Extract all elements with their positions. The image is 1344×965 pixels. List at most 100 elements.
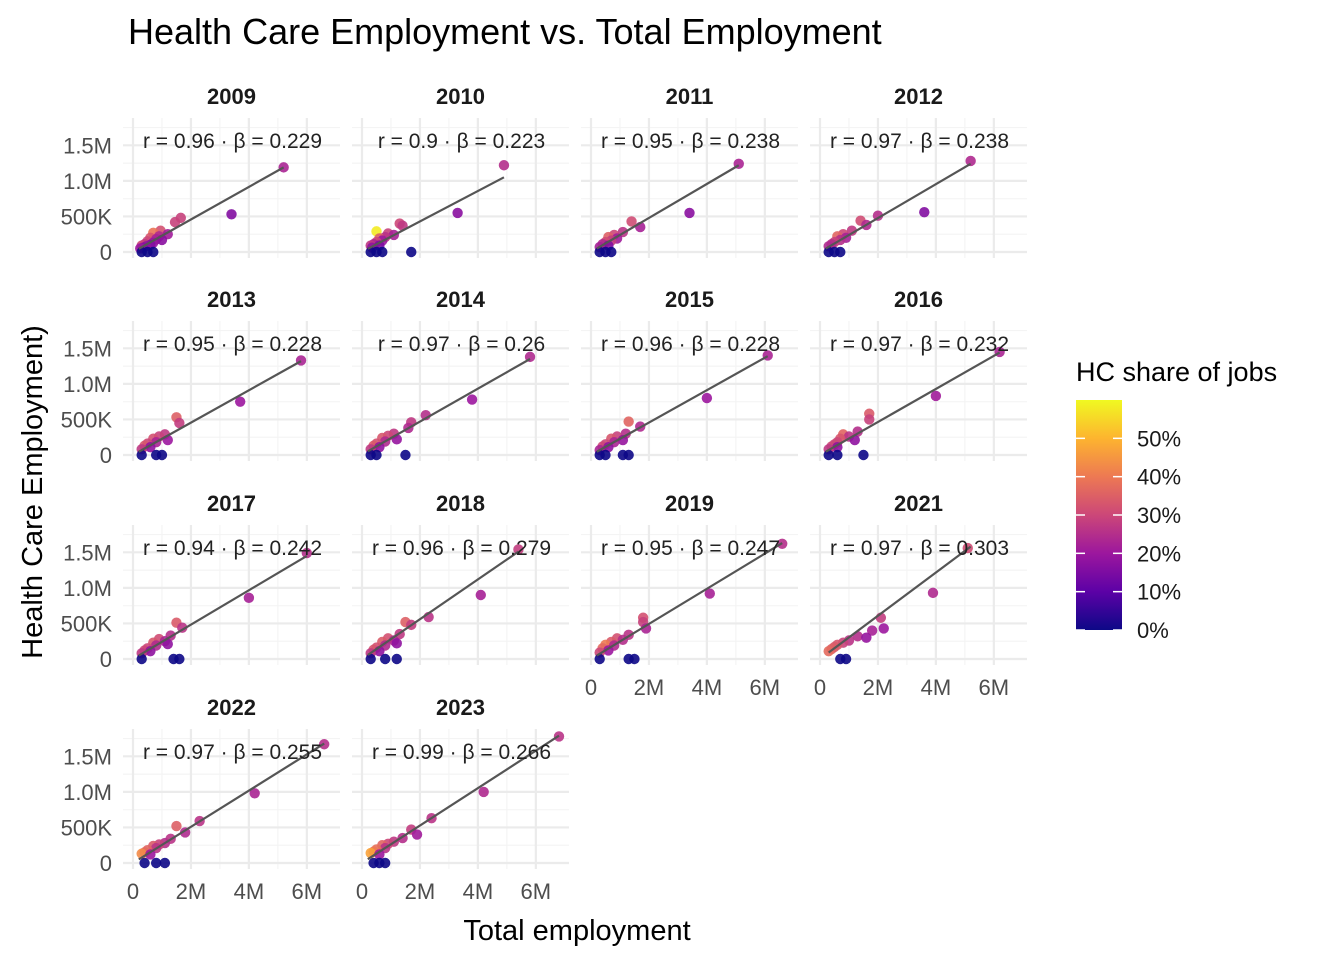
data-point	[377, 246, 388, 258]
data-point	[452, 207, 463, 219]
x-tick-label: 2M	[863, 675, 894, 700]
facet-strip-label: 2013	[207, 287, 256, 312]
data-point	[169, 216, 181, 228]
y-tick-label: 500K	[61, 204, 113, 229]
data-point	[606, 246, 617, 258]
facet-strip-label: 2018	[436, 491, 485, 516]
fit-annotation: r = 0.96 · β = 0.228	[601, 333, 780, 356]
data-point	[148, 246, 159, 258]
data-point	[701, 392, 713, 404]
data-point	[840, 653, 852, 665]
fit-line	[367, 358, 531, 453]
fit-annotation: r = 0.97 · β = 0.232	[830, 333, 1009, 356]
data-point	[626, 216, 637, 227]
data-point	[466, 394, 478, 405]
facet-strip-label: 2011	[666, 84, 714, 109]
legend-title: HC share of jobs	[1076, 357, 1277, 387]
data-point	[243, 592, 255, 604]
facet-panel-2013: 2013 0 500K 1.0M 1.5M r = 0.95 · β = 0.228	[61, 287, 340, 468]
x-tick-label: 6M	[292, 879, 323, 904]
y-tick-label: 1.5M	[63, 133, 112, 158]
data-point	[835, 246, 846, 258]
data-point	[411, 829, 423, 840]
fit-annotation: r = 0.94 · β = 0.242	[143, 537, 322, 560]
facet-strip-label: 2022	[207, 695, 256, 720]
facet-strip-label: 2009	[207, 84, 256, 109]
legend-tick-label: 20%	[1137, 541, 1181, 566]
fit-annotation: r = 0.97 · β = 0.238	[830, 130, 1009, 153]
y-tick-label: 0	[100, 647, 112, 672]
fit-annotation: r = 0.99 · β = 0.266	[372, 741, 551, 764]
data-point	[866, 625, 878, 636]
y-tick-label: 1.5M	[63, 744, 112, 769]
x-tick-label: 4M	[463, 879, 494, 904]
data-point	[136, 449, 147, 461]
x-tick-label: 4M	[692, 675, 723, 700]
facet-strip-label: 2014	[436, 287, 486, 312]
facet-strip-label: 2021	[894, 491, 943, 516]
facet-panel-2010: 2010 r = 0.9 · β = 0.223	[352, 84, 569, 258]
y-tick-label: 0	[100, 443, 112, 468]
fit-annotation: r = 0.95 · β = 0.238	[601, 130, 780, 153]
data-point	[374, 441, 385, 453]
data-point	[226, 209, 237, 220]
legend-tick-label: 50%	[1137, 426, 1181, 451]
data-point	[594, 653, 605, 665]
data-point	[145, 645, 156, 657]
x-tick-label: 6M	[521, 879, 552, 904]
x-tick-label: 0	[127, 879, 139, 904]
fit-line	[596, 355, 769, 453]
fit-annotation: r = 0.95 · β = 0.247	[601, 537, 780, 560]
facet-strip-label: 2012	[894, 84, 943, 109]
x-tick-label: 2M	[176, 879, 207, 904]
data-point	[379, 653, 391, 665]
data-point	[371, 449, 382, 461]
x-tick-label: 2M	[405, 879, 436, 904]
fit-line	[367, 550, 520, 656]
data-point	[391, 653, 402, 665]
x-tick-label: 4M	[921, 675, 952, 700]
legend-tick-label: 10%	[1137, 580, 1181, 605]
x-tick-label: 0	[356, 879, 368, 904]
y-axis-title: Health Care Employment)	[17, 325, 49, 659]
fit-line	[138, 554, 308, 657]
data-point	[629, 653, 640, 665]
data-point	[832, 449, 843, 461]
facet-strip-label: 2023	[436, 695, 485, 720]
facet-panel-2012: 2012 r = 0.97 · β = 0.238	[810, 84, 1027, 258]
data-point	[150, 857, 162, 869]
fit-annotation: r = 0.97 · β = 0.303	[830, 537, 1009, 560]
data-point	[878, 623, 889, 634]
x-tick-label: 0	[585, 675, 597, 700]
facet-panel-2014: 2014 r = 0.97 · β = 0.26	[352, 287, 569, 461]
data-point	[927, 587, 939, 599]
facet-strip-label: 2019	[665, 491, 714, 516]
facet-strip-label: 2010	[436, 84, 485, 109]
y-tick-label: 1.5M	[63, 336, 112, 361]
facet-panel-2009: 2009 0 500K 1.0M 1.5M r = 0.96 · β = 0.229	[61, 84, 340, 265]
data-point	[846, 225, 858, 236]
data-point	[864, 414, 875, 425]
data-point	[156, 449, 168, 461]
data-point	[162, 638, 173, 650]
fit-line	[596, 542, 783, 657]
y-tick-label: 0	[100, 240, 112, 265]
facet-strip-label: 2015	[665, 287, 714, 312]
data-point	[365, 653, 376, 665]
data-point	[861, 632, 872, 643]
facet-panel-2017: 2017 0 500K 1.0M 1.5M r = 0.94 · β = 0.242	[61, 491, 340, 672]
data-point	[478, 786, 489, 798]
fit-line	[828, 545, 972, 654]
data-point	[374, 849, 385, 860]
y-tick-label: 0	[100, 851, 112, 876]
fit-annotation: r = 0.95 · β = 0.228	[143, 333, 322, 356]
data-point	[249, 788, 260, 799]
data-point	[600, 449, 611, 461]
data-point	[930, 390, 942, 402]
color-legend: HC share of jobs 0% 10% 20% 30% 40% 50%	[1076, 357, 1277, 643]
facet-panel-2023: 2023 0 2M 4M 6M r = 0.99 · β = 0.266	[352, 695, 569, 904]
legend-tick-label: 0%	[1137, 618, 1169, 643]
data-point	[475, 589, 486, 601]
y-tick-label: 1.0M	[63, 780, 112, 805]
